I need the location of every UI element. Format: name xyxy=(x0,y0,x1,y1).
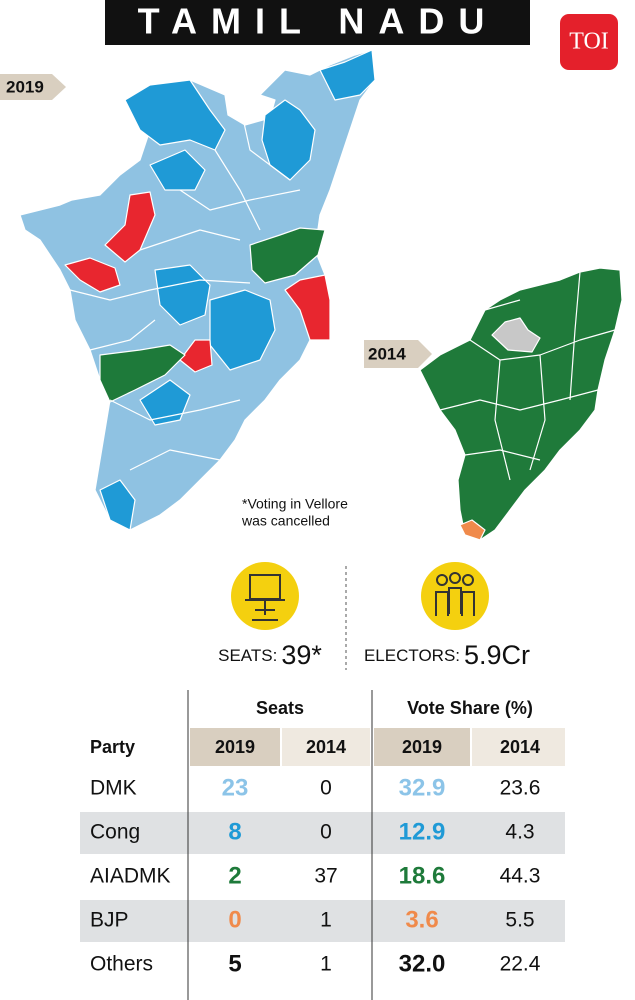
table-cell: 8 xyxy=(228,818,241,845)
column-header: 2019 xyxy=(402,737,442,757)
map-2019-part xyxy=(284,274,331,341)
map-2019-part xyxy=(124,79,226,151)
stat-label: ELECTORS: xyxy=(364,646,460,665)
map-2019-part xyxy=(209,289,276,371)
seats-icon xyxy=(231,562,299,630)
map-2014-part xyxy=(439,271,616,481)
table-cell: 18.6 xyxy=(399,862,446,889)
header-background xyxy=(190,728,280,766)
electors-icon-part xyxy=(436,574,448,586)
group-header: Seats xyxy=(256,698,304,718)
map-2014-part xyxy=(419,267,623,541)
stat-value: 39* xyxy=(281,640,322,670)
map-2019-part xyxy=(179,339,213,373)
table-cell: 12.9 xyxy=(399,818,446,845)
stat-label: SEATS: xyxy=(218,646,277,665)
year-tag xyxy=(364,340,432,368)
table-cell: 4.3 xyxy=(505,821,534,844)
party-name: DMK xyxy=(90,777,137,800)
table-cell: 5.5 xyxy=(505,909,534,932)
map-2019-part xyxy=(319,49,376,101)
table-cell: 0 xyxy=(228,906,241,933)
group-header: Vote Share (%) xyxy=(407,698,533,718)
party-name: Others xyxy=(90,953,153,976)
table-cell: 1 xyxy=(320,909,332,932)
column-header: Party xyxy=(90,737,135,757)
column-header: 2019 xyxy=(215,737,255,757)
electors-icon-part xyxy=(435,587,475,616)
map-2019-part xyxy=(261,99,316,181)
map-2019-part xyxy=(104,191,156,263)
logo: TOI xyxy=(569,29,609,55)
map-2019 xyxy=(19,49,376,531)
table-cell: 1 xyxy=(320,953,332,976)
map-2014-part xyxy=(459,519,486,541)
map-label: 2014 xyxy=(368,344,406,363)
table-cell: 0 xyxy=(320,777,332,800)
map-2019-part xyxy=(99,344,186,403)
map-note: was cancelled xyxy=(241,513,330,529)
electors-icon xyxy=(421,562,489,630)
seats-icon-part xyxy=(231,562,299,630)
table-cell: 3.6 xyxy=(405,906,438,933)
logo-badge xyxy=(560,14,618,70)
electors-icon-part xyxy=(462,574,474,586)
stat: SEATS: 39* xyxy=(218,640,322,670)
table-cell: 37 xyxy=(314,865,337,888)
year-tag xyxy=(0,74,66,100)
table-cell: 23.6 xyxy=(500,777,541,800)
title: TAMIL NADU xyxy=(138,1,499,42)
table-cell: 32.0 xyxy=(399,950,446,977)
results-table: Seats Vote Share (%)Party 2019 2014 2019 2014… xyxy=(80,690,565,1000)
header-background xyxy=(472,728,565,766)
stat: ELECTORS: 5.9Cr xyxy=(364,640,530,670)
table-cell: 32.9 xyxy=(399,774,446,801)
map-2019-part xyxy=(139,379,191,426)
table-cell: 5 xyxy=(228,950,241,977)
map-2014-part xyxy=(491,317,541,353)
row-background xyxy=(80,812,565,854)
header-background xyxy=(374,728,470,766)
map-2019-part xyxy=(69,104,301,471)
map-note: *Voting in Vellore xyxy=(242,496,348,512)
seats-icon-part xyxy=(245,599,285,621)
map-2014 xyxy=(419,267,623,541)
table-cell: 44.3 xyxy=(500,865,541,888)
table-cell: 2 xyxy=(228,862,241,889)
column-header: 2014 xyxy=(306,737,346,757)
title-bar xyxy=(105,0,530,45)
electors-icon-part xyxy=(449,572,461,584)
map-2019-part xyxy=(99,479,136,531)
row-background xyxy=(80,900,565,942)
map-2019-part xyxy=(249,227,326,284)
table-cell: 22.4 xyxy=(500,953,541,976)
map-label: 2019 xyxy=(6,77,44,96)
map-2019-part xyxy=(149,149,206,191)
map-2019-part xyxy=(64,257,121,293)
column-header: 2014 xyxy=(500,737,540,757)
party-name: AIADMK xyxy=(90,865,171,888)
party-name: BJP xyxy=(90,909,129,932)
header-background xyxy=(282,728,370,766)
map-2019-part xyxy=(154,264,211,326)
party-name: Cong xyxy=(90,821,140,844)
table-cell: 23 xyxy=(222,774,249,801)
table-cell: 0 xyxy=(320,821,332,844)
stat-value: 5.9Cr xyxy=(464,640,530,670)
